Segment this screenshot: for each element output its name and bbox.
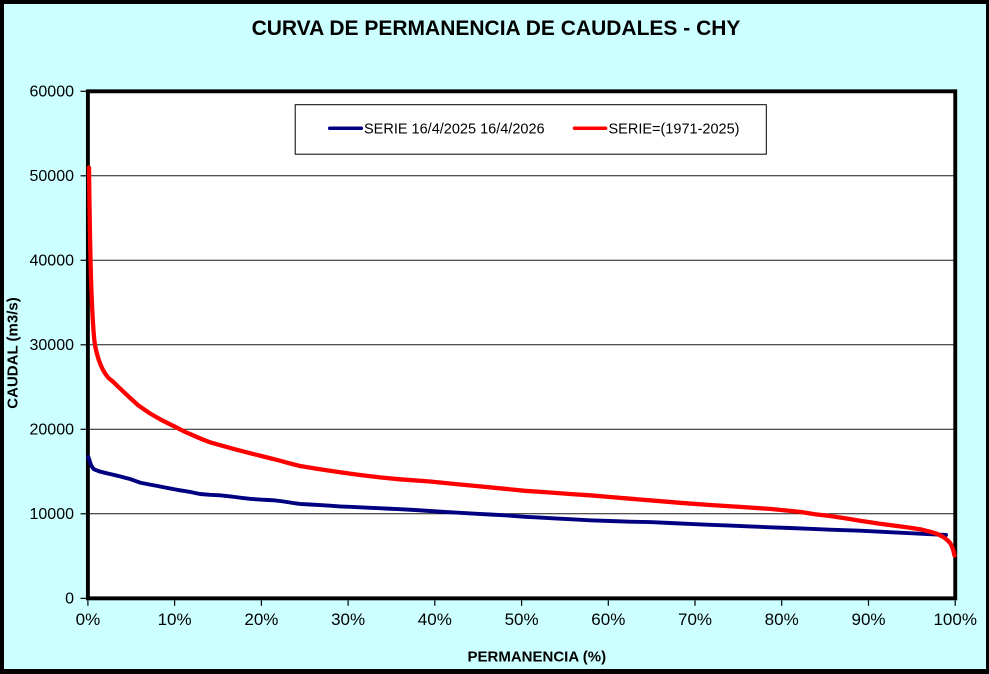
svg-text:30%: 30% — [331, 610, 365, 629]
svg-text:90%: 90% — [851, 610, 885, 629]
svg-text:SERIE 16/4/2025 16/4/2026: SERIE 16/4/2025 16/4/2026 — [364, 122, 545, 138]
svg-text:100%: 100% — [933, 610, 976, 629]
svg-text:80%: 80% — [765, 610, 799, 629]
svg-text:0: 0 — [65, 591, 74, 608]
svg-text:20000: 20000 — [30, 422, 75, 439]
svg-text:SERIE=(1971-2025): SERIE=(1971-2025) — [609, 122, 740, 138]
svg-text:10%: 10% — [158, 610, 192, 629]
svg-text:60%: 60% — [591, 610, 625, 629]
svg-text:CAUDAL (m3/s): CAUDAL (m3/s) — [5, 297, 22, 408]
svg-text:50%: 50% — [505, 610, 539, 629]
svg-text:40%: 40% — [418, 610, 452, 629]
svg-text:PERMANENCIA (%): PERMANENCIA (%) — [467, 649, 606, 666]
svg-text:0%: 0% — [76, 610, 101, 629]
svg-text:70%: 70% — [678, 610, 712, 629]
svg-text:60000: 60000 — [30, 84, 75, 101]
svg-text:CURVA DE PERMANENCIA DE CAUDAL: CURVA DE PERMANENCIA DE CAUDALES - CHY — [252, 17, 741, 40]
svg-text:50000: 50000 — [30, 168, 75, 185]
svg-text:10000: 10000 — [30, 506, 75, 523]
svg-text:40000: 40000 — [30, 253, 75, 270]
svg-text:30000: 30000 — [30, 337, 75, 354]
svg-text:20%: 20% — [244, 610, 278, 629]
